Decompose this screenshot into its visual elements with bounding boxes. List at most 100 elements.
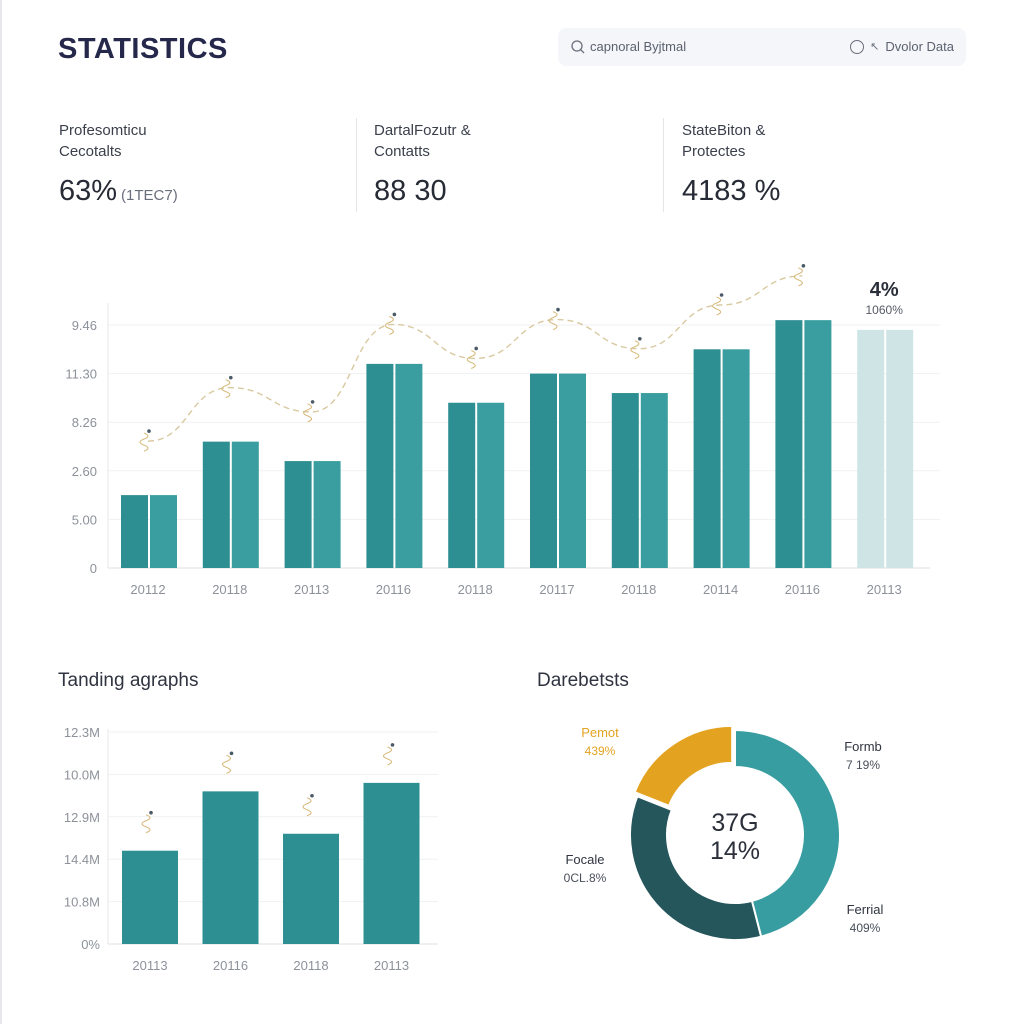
- bar: [363, 782, 420, 944]
- bar: [857, 329, 885, 568]
- donut-legend-value: 409%: [850, 921, 881, 935]
- kpi-value: 4183 %: [682, 175, 781, 207]
- kpi-value: 88 30: [374, 175, 447, 207]
- donut-legend-value: 439%: [585, 744, 616, 758]
- kpi-divider: [663, 118, 664, 212]
- trend-marker-icon: [302, 793, 314, 817]
- small-chart-title: Tanding agraphs: [58, 670, 199, 691]
- bar: [530, 373, 557, 568]
- y-tick-label: 9.46: [72, 318, 97, 333]
- bar: [202, 441, 230, 568]
- donut-center-percent: 14%: [710, 837, 760, 865]
- trend-marker-icon: [793, 264, 806, 287]
- search-input[interactable]: capnoral Byjtmal: [590, 39, 687, 54]
- trend-marker-icon: [141, 810, 153, 834]
- donut-center-value: 37G: [711, 809, 758, 837]
- trend-marker-icon: [382, 743, 395, 766]
- x-tick-label: 20116: [785, 582, 820, 597]
- kpi-card: StateBiton & Protectes 4183 %: [682, 120, 780, 212]
- bar: [693, 349, 721, 568]
- trend-marker-icon: [630, 336, 642, 360]
- y-tick-label: 12.9M: [64, 810, 100, 825]
- y-tick-label: 12.3M: [64, 725, 100, 740]
- trend-marker-icon: [466, 346, 479, 369]
- kpi-label: Profesomticu Cecotalts: [59, 122, 147, 160]
- trend-marker-icon: [712, 293, 724, 316]
- x-tick-label: 20113: [294, 582, 329, 597]
- trend-marker-icon: [139, 429, 151, 452]
- bar: [722, 349, 750, 568]
- x-tick-label: 20118: [293, 958, 328, 973]
- y-tick-label: 0: [90, 561, 97, 576]
- x-tick-label: 20118: [621, 582, 656, 597]
- trend-marker-icon: [548, 307, 560, 331]
- callout-value: 4%: [870, 279, 899, 301]
- trend-marker-icon: [221, 751, 234, 774]
- bar: [366, 363, 394, 568]
- donut-chart-title: Darebetsts: [537, 670, 629, 691]
- y-tick-label: 5.00: [72, 512, 97, 527]
- search-icon: [571, 40, 585, 54]
- donut-slice: [629, 795, 763, 941]
- bar: [150, 495, 177, 568]
- page-title: STATISTICS: [58, 33, 228, 65]
- bar: [559, 373, 586, 568]
- x-tick-label: 20113: [374, 958, 409, 973]
- bar: [283, 833, 339, 944]
- trend-marker-icon: [384, 312, 397, 335]
- x-tick-label: 20113: [132, 958, 167, 973]
- kpi-label: StateBiton & Protectes: [682, 122, 766, 160]
- bar: [477, 402, 505, 568]
- bar: [611, 393, 639, 568]
- bar: [122, 850, 178, 944]
- x-tick-label: 20112: [130, 582, 165, 597]
- x-tick-label: 20114: [703, 582, 738, 597]
- bar: [284, 461, 312, 568]
- kpi-value: 63% (1TEC7): [59, 175, 178, 208]
- y-tick-label: 0%: [81, 937, 100, 952]
- bar: [202, 791, 259, 944]
- x-tick-label: 20116: [376, 582, 411, 597]
- y-tick-label: 8.26: [72, 415, 97, 430]
- donut-legend-name: Ferrial: [847, 902, 884, 917]
- trend-marker-icon: [221, 375, 233, 399]
- y-tick-label: 10.0M: [64, 767, 100, 782]
- kpi-card: DartalFozutr & Contatts 88 30: [374, 120, 471, 212]
- x-tick-label: 20118: [458, 582, 493, 597]
- donut-slice: [633, 724, 734, 808]
- bar: [231, 441, 259, 568]
- arrow-icon: ↖: [870, 41, 880, 53]
- kpi-value-sub: (1TEC7): [121, 187, 178, 204]
- donut-legend-name: Pemot: [581, 725, 619, 740]
- donut-slice: [734, 728, 841, 938]
- kpi-card: Profesomticu Cecotalts 63% (1TEC7): [59, 120, 178, 212]
- x-tick-label: 20113: [867, 582, 902, 597]
- y-tick-label: 2.60: [72, 464, 97, 479]
- donut-legend-name: Formb: [844, 739, 882, 754]
- filter-label: Dvolor Data: [885, 39, 954, 54]
- bar: [886, 329, 914, 568]
- left-border: [0, 0, 2, 1024]
- x-tick-label: 20117: [539, 582, 574, 597]
- donut-legend-name: Focale: [565, 852, 604, 867]
- kpi-divider: [356, 118, 357, 212]
- small-bar-chart: 0% 10.8M 14.4M 12.9M 10.0M 12.3M 20113 20116 201…: [64, 725, 438, 973]
- trend-marker-icon: [303, 400, 315, 423]
- donut-legend-value: 7 19%: [846, 758, 880, 772]
- y-tick-label: 14.4M: [64, 852, 100, 867]
- bar: [313, 461, 341, 568]
- bar: [775, 320, 803, 568]
- kpi-label: DartalFozutr & Contatts: [374, 122, 471, 160]
- y-tick-label: 11.30: [65, 367, 97, 382]
- donut-legend-value: 0CL.8%: [564, 871, 607, 885]
- bar: [395, 363, 423, 568]
- callout-sub: 1060%: [866, 303, 904, 317]
- bar: [804, 320, 832, 568]
- bar: [121, 495, 148, 568]
- y-tick-label: 10.8M: [64, 895, 100, 910]
- bar: [448, 402, 476, 568]
- x-tick-label: 20118: [212, 582, 247, 597]
- search-bar[interactable]: capnoral Byjtmal ↖ Dvolor Data: [558, 28, 966, 66]
- data-filter-button[interactable]: ↖ Dvolor Data: [850, 39, 954, 54]
